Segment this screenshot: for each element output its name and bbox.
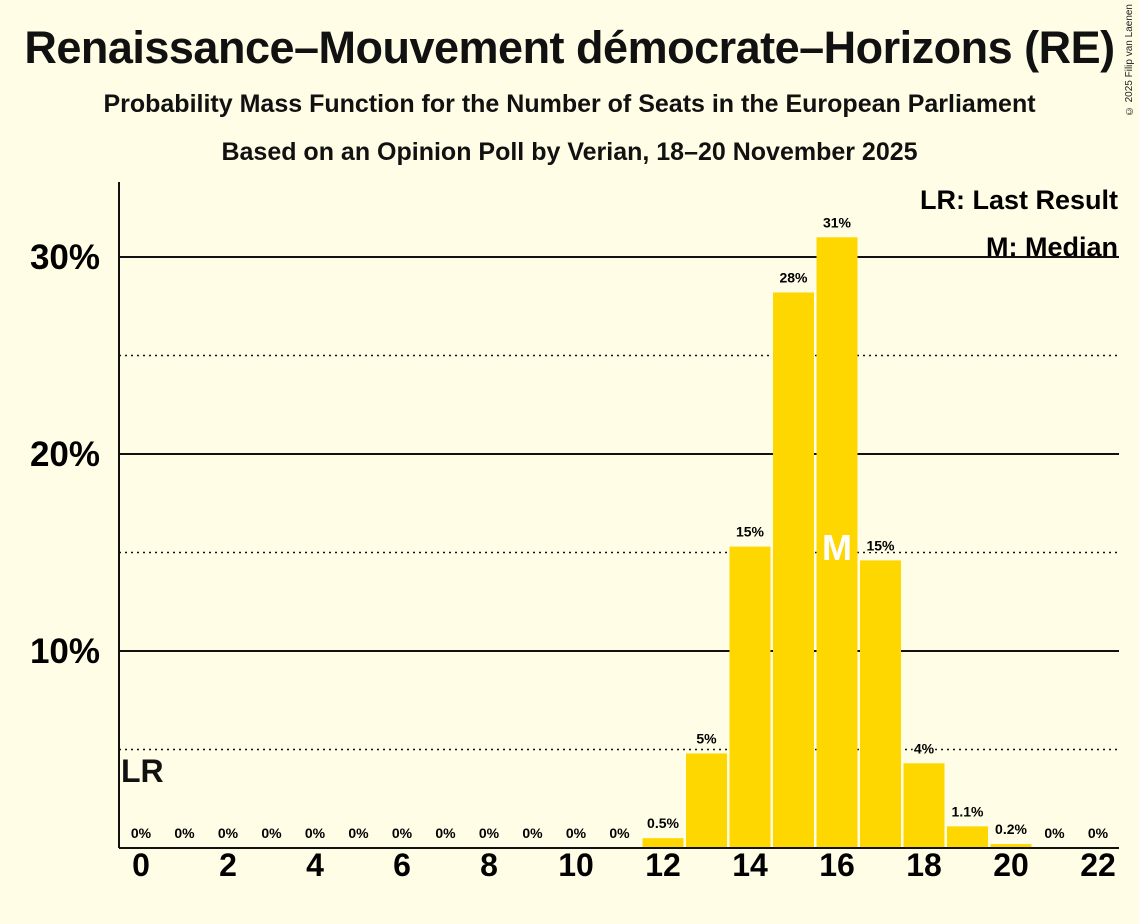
bar-seat-14	[729, 546, 771, 848]
bar-value-label: 31%	[823, 214, 852, 230]
x-tick-label: 10	[558, 847, 594, 883]
x-tick-label: 2	[219, 847, 237, 883]
last-result-marker: LR	[121, 753, 164, 789]
bar-value-label: 28%	[779, 269, 808, 285]
bar-seat-20	[990, 844, 1032, 848]
x-tick-label: 4	[306, 847, 324, 883]
bar-value-label: 1.1%	[952, 803, 984, 819]
legend-median: M: Median	[986, 232, 1118, 262]
chart-subtitle: Probability Mass Function for the Number…	[103, 90, 1036, 118]
bar-seat-17	[860, 560, 901, 848]
bar-value-label: 0%	[218, 825, 239, 841]
chart-title: Renaissance–Mouvement démocrate–Horizons…	[24, 22, 1115, 73]
bar-seat-18	[903, 763, 945, 848]
bar-value-label: 0%	[522, 825, 543, 841]
bar-value-label: 0%	[131, 825, 152, 841]
x-tick-label: 18	[906, 847, 942, 883]
bar-value-label: 15%	[736, 524, 765, 540]
bar-value-label: 5%	[696, 730, 717, 746]
bar-value-label: 0%	[348, 825, 369, 841]
x-tick-label: 6	[393, 847, 411, 883]
y-tick-label: 30%	[30, 238, 100, 277]
x-tick-label: 22	[1080, 847, 1116, 883]
bar-seat-12	[642, 838, 684, 848]
y-tick-label: 20%	[30, 435, 100, 474]
bar-value-label: 0%	[261, 825, 282, 841]
bar-value-label: 0%	[305, 825, 326, 841]
bar-value-label: 15%	[866, 537, 895, 553]
x-tick-label: 16	[819, 847, 855, 883]
bar-value-label: 0%	[479, 825, 500, 841]
x-tick-label: 20	[993, 847, 1029, 883]
bar-value-label: 0%	[1044, 825, 1065, 841]
legend-last-result: LR: Last Result	[920, 185, 1118, 215]
median-marker: M	[822, 527, 852, 568]
bar-value-label: 0.5%	[647, 815, 679, 831]
bar-value-label: 0%	[1088, 825, 1109, 841]
bar-seat-15	[773, 292, 814, 849]
bar-value-label: 0.2%	[995, 821, 1027, 837]
bar-seat-19	[947, 826, 988, 848]
bar-value-label: 0%	[174, 825, 195, 841]
bar-value-label: 0%	[435, 825, 456, 841]
chart-source: Based on an Opinion Poll by Verian, 18–2…	[221, 138, 918, 166]
x-tick-label: 0	[132, 847, 150, 883]
bar-seat-13	[686, 753, 727, 848]
y-tick-label: 10%	[30, 632, 100, 671]
x-tick-label: 8	[480, 847, 498, 883]
bar-value-label: 4%	[914, 740, 935, 756]
x-tick-label: 12	[645, 847, 681, 883]
x-tick-label: 14	[732, 847, 768, 883]
bar-value-label: 0%	[609, 825, 630, 841]
bar-value-label: 0%	[566, 825, 587, 841]
bar-seat-16	[816, 237, 858, 849]
bar-value-label: 0%	[392, 825, 413, 841]
